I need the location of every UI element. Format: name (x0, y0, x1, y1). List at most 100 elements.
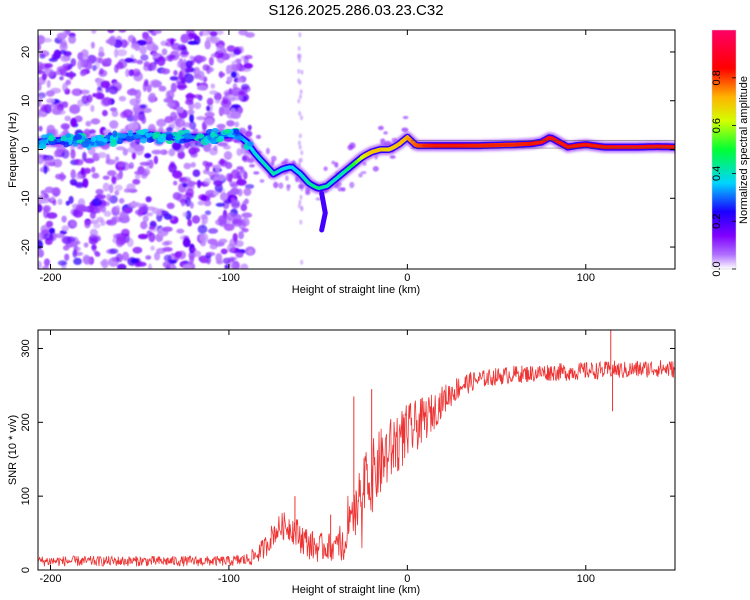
noise-speckle (297, 98, 301, 104)
noise-speckle (91, 30, 97, 34)
noise-speckle (126, 183, 136, 190)
track-blob (177, 129, 185, 136)
noise-speckle (131, 152, 136, 160)
noise-speckle (72, 249, 78, 258)
noise-speckle (208, 56, 214, 66)
snr-y-label: SNR (10 * v/v) (7, 415, 19, 485)
noise-speckle (116, 263, 127, 269)
noise-speckle (38, 239, 43, 250)
track-blob (196, 133, 205, 139)
noise-speckle (100, 204, 107, 213)
noise-speckle (50, 87, 61, 94)
noise-speckle (97, 86, 102, 91)
noise-speckle (197, 224, 208, 234)
track-blob (174, 134, 182, 141)
noise-speckle (206, 97, 214, 106)
noise-speckle (130, 43, 140, 50)
noise-speckle (114, 48, 119, 58)
noise-speckle (134, 209, 144, 215)
noise-speckle (38, 43, 42, 51)
x-tick-label: -100 (218, 272, 240, 284)
noise-speckle (278, 182, 284, 189)
noise-speckle (59, 76, 64, 81)
track-blob (97, 135, 103, 142)
track-blob (63, 141, 70, 148)
noise-speckle (236, 166, 244, 171)
noise-speckle (240, 203, 248, 212)
noise-speckle (91, 166, 96, 173)
noise-speckle (46, 80, 51, 88)
noise-speckle (86, 54, 97, 64)
noise-speckle (55, 109, 66, 115)
noise-speckle (115, 205, 121, 212)
x-tick-label: -200 (39, 272, 61, 284)
snr-line (38, 360, 675, 567)
noise-speckle (207, 228, 219, 234)
noise-speckle (300, 69, 304, 75)
colorbar-ticks: 0.0 0.2 0.4 0.6 0.8 (711, 70, 736, 277)
noise-speckle (220, 248, 228, 255)
snr-y-axis: 0 100 200 300 (20, 339, 675, 573)
noise-speckle (196, 85, 208, 91)
noise-speckle (77, 59, 83, 70)
noise-speckle (82, 151, 87, 162)
noise-speckle (166, 102, 176, 107)
track-blob (139, 137, 148, 144)
noise-speckle (283, 158, 289, 162)
track-blob (138, 129, 146, 136)
noise-speckle (240, 83, 250, 91)
noise-speckle (55, 173, 63, 180)
noise-speckle (38, 100, 41, 107)
noise-speckle (57, 260, 68, 266)
noise-speckle (132, 246, 143, 254)
noise-speckle (187, 180, 194, 188)
noise-speckle (358, 173, 363, 178)
noise-speckle (152, 44, 159, 52)
noise-speckle (102, 175, 110, 180)
noise-speckle (60, 54, 71, 63)
track-blob (117, 132, 123, 139)
noise-speckle (69, 70, 74, 80)
noise-speckle (44, 63, 53, 69)
spectrogram-y-label: Frequency (Hz) (7, 112, 19, 188)
noise-speckle (128, 162, 134, 169)
noise-speckle (116, 61, 124, 70)
noise-speckle (224, 91, 230, 97)
noise-speckle (153, 155, 159, 165)
noise-speckle (219, 192, 228, 201)
noise-speckle (226, 96, 236, 102)
noise-speckle (40, 104, 47, 112)
noise-speckle (122, 251, 130, 261)
noise-speckle (245, 184, 255, 189)
noise-speckle (173, 70, 178, 76)
noise-speckle (114, 184, 123, 191)
noise-speckle (64, 253, 70, 261)
noise-speckle (136, 59, 143, 65)
noise-speckle (133, 144, 145, 152)
noise-speckle (124, 57, 134, 63)
noise-speckle (91, 172, 100, 179)
noise-speckle (74, 240, 81, 245)
noise-speckle (168, 148, 176, 157)
noise-speckle (349, 142, 356, 149)
noise-speckle (147, 30, 153, 33)
track-blob (96, 140, 105, 147)
noise-speckle (70, 58, 77, 67)
noise-speckle (155, 30, 162, 34)
noise-speckle (109, 248, 119, 254)
noise-speckle (389, 155, 396, 159)
noise-speckle (38, 125, 43, 132)
noise-speckle (224, 264, 229, 269)
noise-speckle (98, 46, 104, 56)
noise-speckle (177, 150, 185, 160)
noise-speckle (216, 44, 226, 54)
y-tick-label: 200 (20, 413, 32, 431)
track-branch (319, 190, 328, 233)
noise-speckle (200, 194, 208, 202)
noise-speckle (146, 212, 154, 217)
noise-speckle (189, 201, 194, 209)
y-tick-label: 20 (20, 46, 32, 58)
noise-speckle (148, 225, 156, 230)
track-blob (210, 137, 217, 145)
noise-speckle (99, 260, 107, 266)
